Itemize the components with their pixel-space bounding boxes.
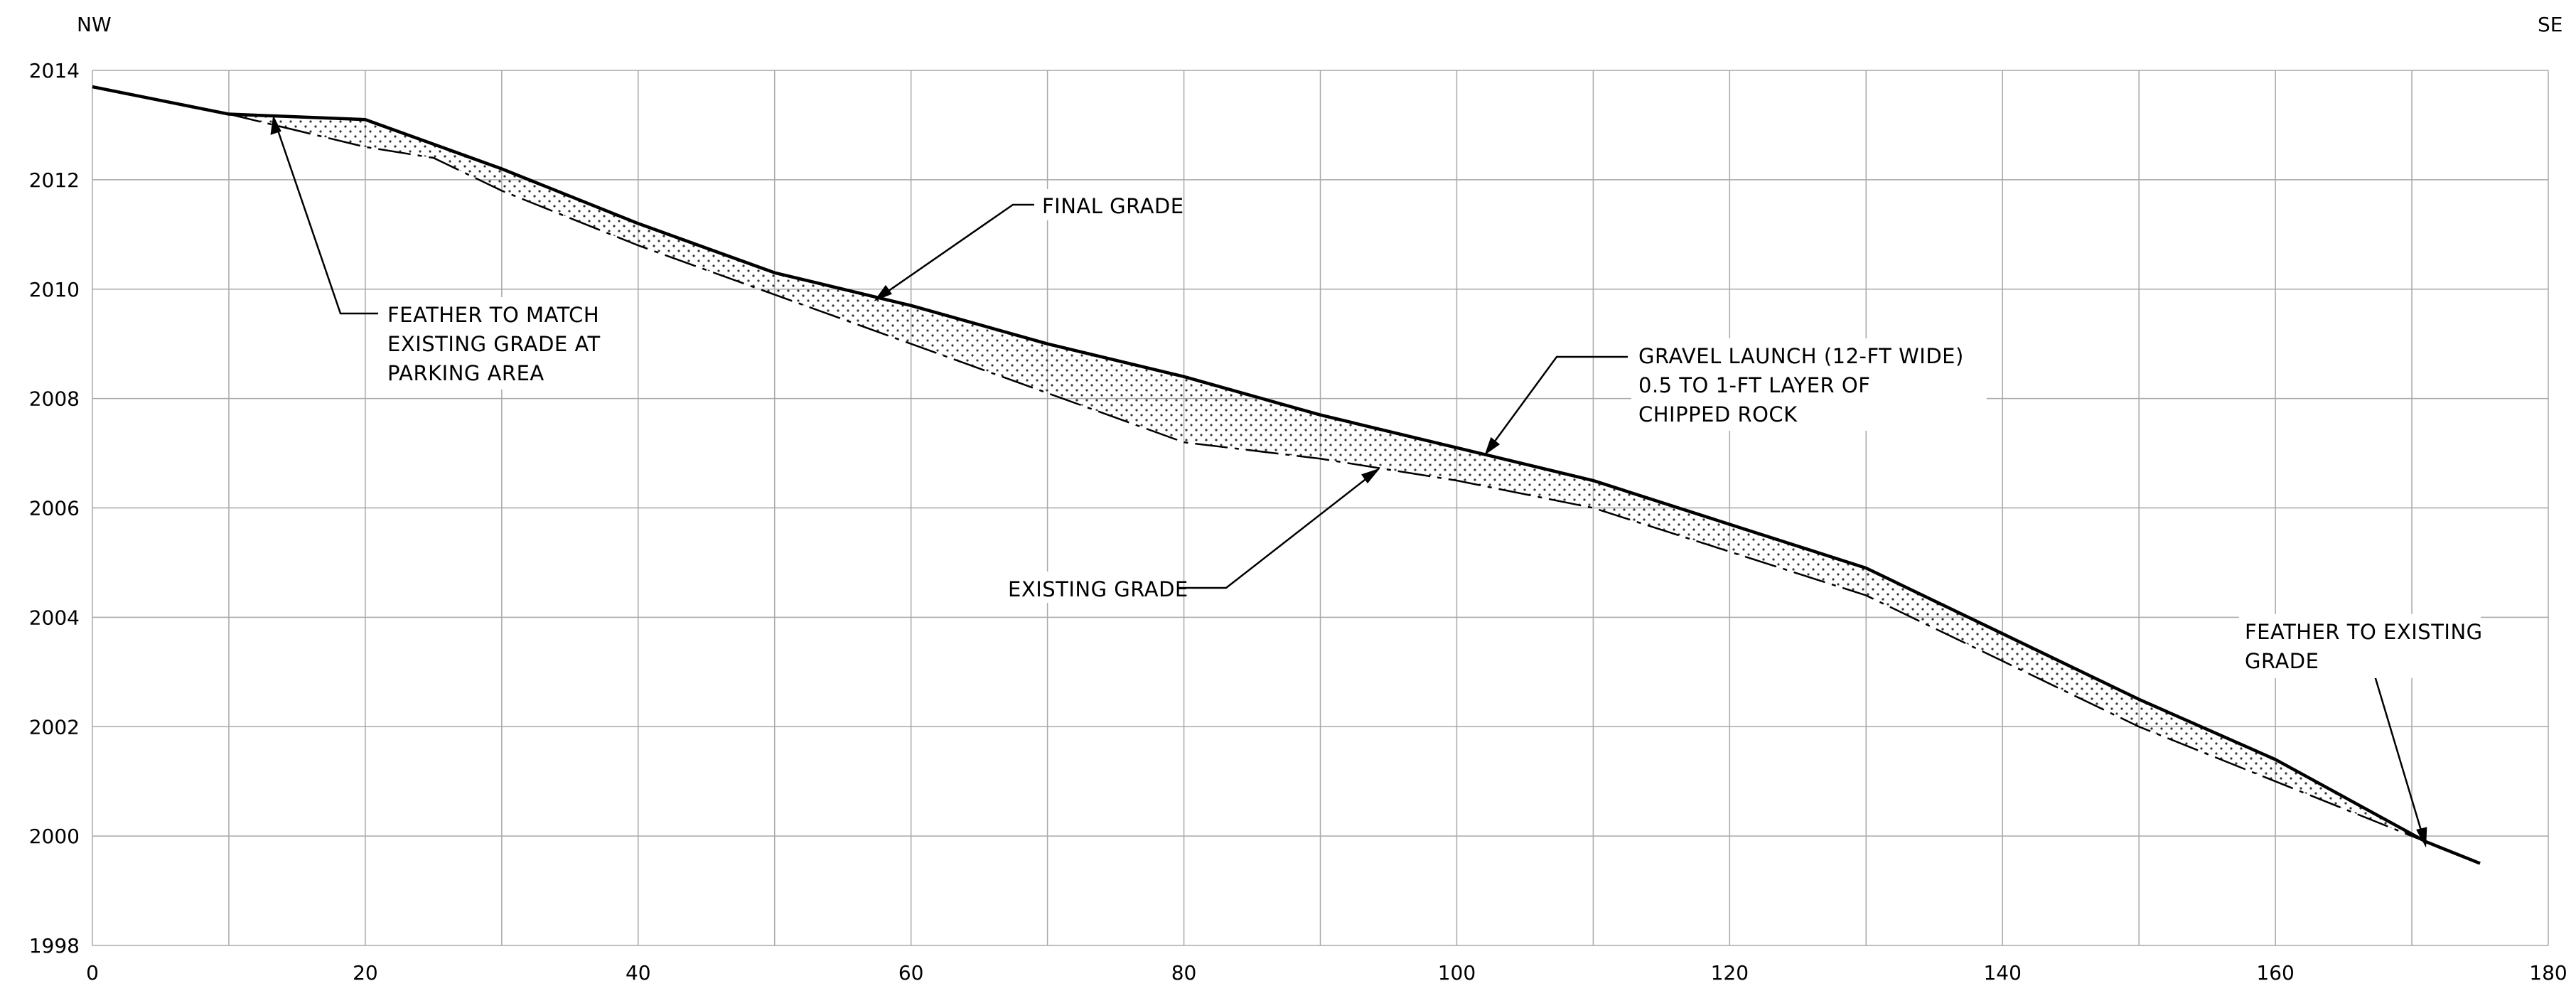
arrowhead-existing-grade bbox=[1361, 468, 1380, 484]
x-tick-label: 0 bbox=[86, 961, 99, 985]
y-tick-label: 2002 bbox=[29, 715, 80, 739]
arrowhead-gravel-launch bbox=[1484, 436, 1501, 456]
arrowhead-feather-existing bbox=[2416, 827, 2427, 848]
final-grade-line bbox=[92, 85, 2481, 865]
direction-label-se: SE bbox=[2538, 13, 2562, 36]
x-tick-label: 160 bbox=[2256, 961, 2294, 985]
grid bbox=[92, 70, 2549, 946]
gravel-layer-hatch bbox=[228, 114, 2426, 842]
leader-existing-grade bbox=[1179, 469, 1378, 589]
x-tick-label: 100 bbox=[1438, 961, 1476, 985]
y-tick-label: 2000 bbox=[29, 825, 80, 848]
annotation-feather-parking-line-2: EXISTING GRADE AT bbox=[387, 332, 601, 356]
y-tick-label: 2008 bbox=[29, 387, 80, 411]
y-tick-label: 1998 bbox=[29, 934, 80, 958]
x-tick-label: 120 bbox=[1711, 961, 1749, 985]
grade-lines bbox=[92, 85, 2481, 865]
leader-gravel-launch bbox=[1485, 355, 1628, 454]
annotation-feather-existing-line-1: FEATHER TO EXISTING bbox=[2245, 620, 2483, 644]
y-tick-label: 2010 bbox=[29, 278, 80, 301]
annotation-feather-existing-line-2: GRADE bbox=[2245, 649, 2319, 673]
arrowhead-feather-parking bbox=[270, 114, 281, 135]
x-tick-label: 140 bbox=[1983, 961, 2021, 985]
y-tick-label: 2012 bbox=[29, 168, 80, 192]
x-tick-label: 180 bbox=[2529, 961, 2567, 985]
annotation-gravel-launch-line-1: GRAVEL LAUNCH (12-FT WIDE) bbox=[1638, 344, 1964, 368]
annotation-gravel-launch-line-2: 0.5 TO 1-FT LAYER OF bbox=[1638, 373, 1870, 397]
gravel-fill-area bbox=[228, 114, 2426, 842]
arrowhead-final-grade bbox=[874, 284, 892, 301]
x-tick-label: 20 bbox=[353, 961, 378, 985]
leader-final-grade bbox=[876, 203, 1034, 301]
annotation-gravel-launch-line-3: CHIPPED ROCK bbox=[1638, 402, 1798, 427]
annotation-feather-parking-line-3: PARKING AREA bbox=[387, 361, 544, 385]
y-tick-label: 2006 bbox=[29, 497, 80, 520]
axis-tick-labels: 0 20 40 60 80 100 120 140 160 180 1998 2000 2002 2004… bbox=[29, 59, 2567, 985]
x-tick-label: 80 bbox=[1171, 961, 1197, 985]
y-tick-label: 2014 bbox=[29, 59, 80, 82]
existing-grade-line bbox=[228, 113, 2426, 842]
annotation-feather-parking-line-1: FEATHER TO MATCH bbox=[387, 303, 599, 327]
y-tick-label: 2004 bbox=[29, 606, 80, 629]
x-tick-label: 60 bbox=[898, 961, 924, 985]
direction-label-nw: NW bbox=[77, 13, 112, 36]
annotation-final-grade: FINAL GRADE bbox=[1042, 194, 1184, 218]
leader-feather-parking bbox=[272, 117, 378, 315]
annotation-existing-grade: EXISTING GRADE bbox=[1008, 577, 1188, 601]
x-tick-label: 40 bbox=[626, 961, 651, 985]
